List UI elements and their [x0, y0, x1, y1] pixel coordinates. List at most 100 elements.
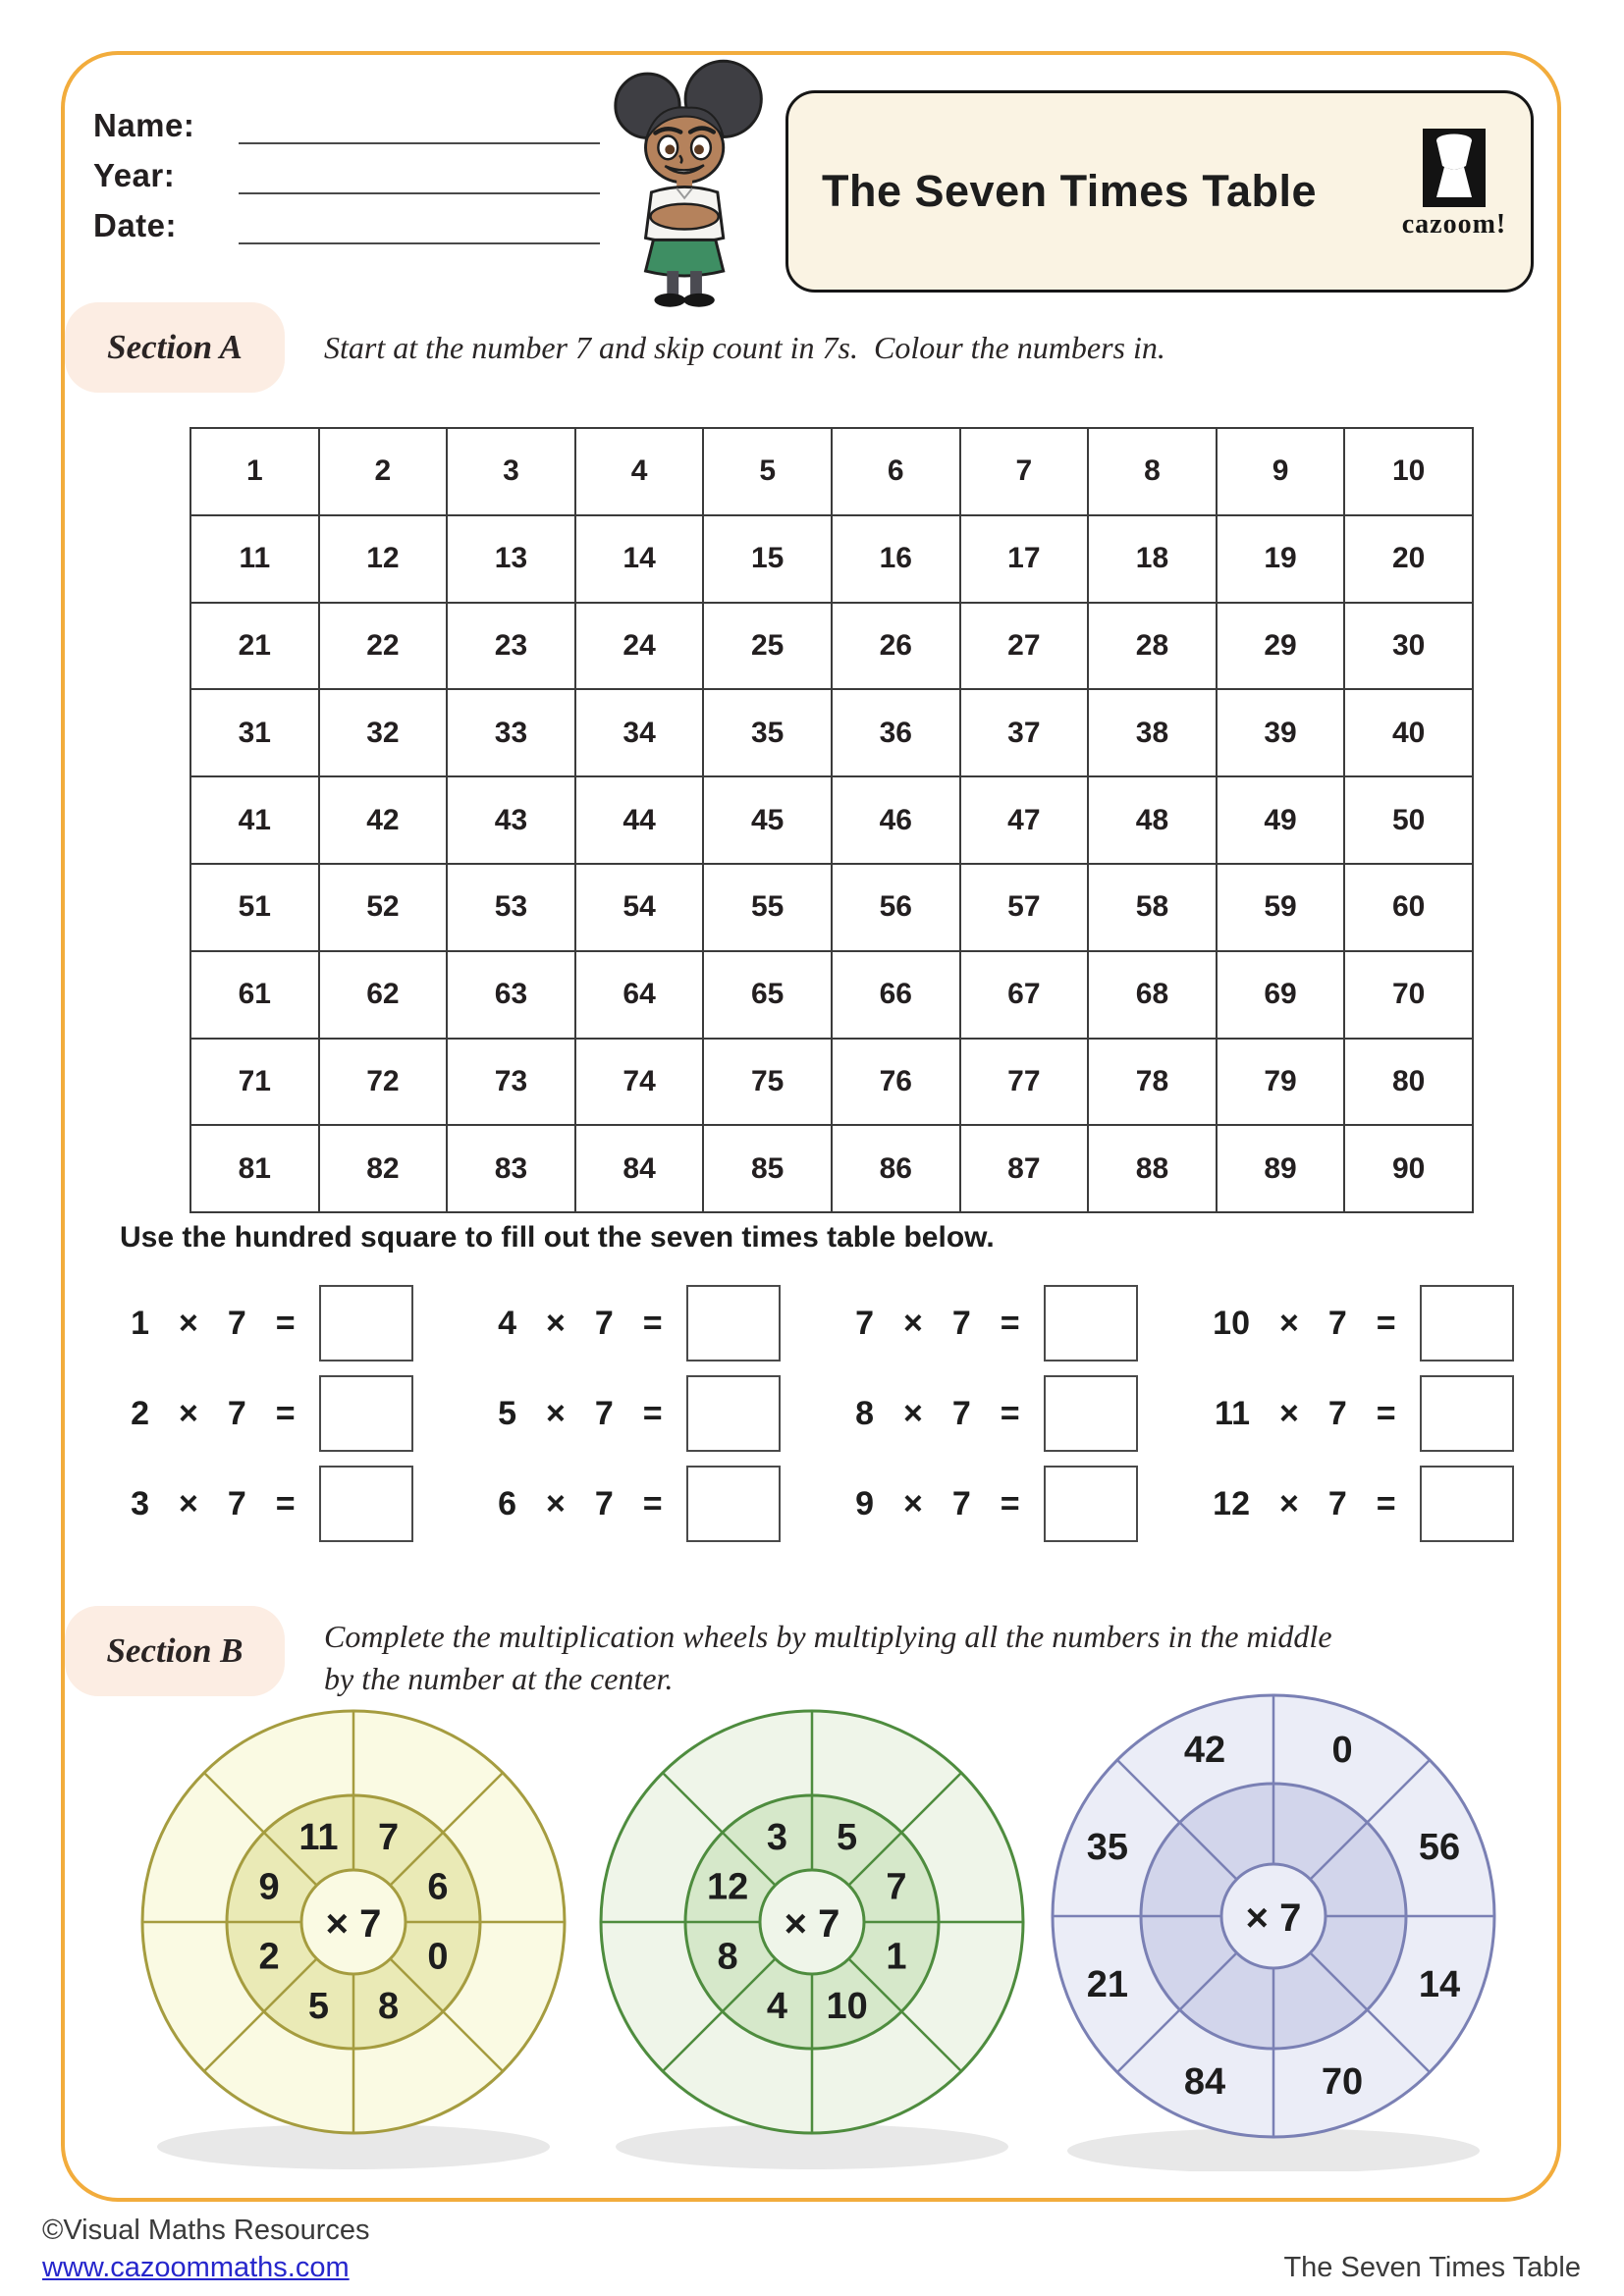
hundred-square-cell-63[interactable]: 63 [446, 949, 576, 1040]
hundred-square-cell-3[interactable]: 3 [446, 427, 576, 516]
hundred-square-cell-86[interactable]: 86 [830, 1124, 961, 1214]
name-input-line[interactable] [239, 105, 600, 144]
hundred-square-cell-32[interactable]: 32 [317, 688, 449, 778]
hundred-square-cell-72[interactable]: 72 [317, 1037, 449, 1127]
hundred-square-cell-74[interactable]: 74 [573, 1037, 705, 1127]
hundred-square-cell-58[interactable]: 58 [1087, 862, 1218, 952]
hundred-square-cell-55[interactable]: 55 [702, 862, 833, 952]
hundred-square-cell-38[interactable]: 38 [1087, 688, 1218, 778]
hundred-square-cell-65[interactable]: 65 [702, 949, 833, 1040]
hundred-square-cell-21[interactable]: 21 [189, 601, 320, 691]
hundred-square-cell-88[interactable]: 88 [1087, 1124, 1218, 1214]
fact-answer-box-5x7[interactable] [685, 1375, 781, 1452]
hundred-square-cell-7[interactable]: 7 [958, 427, 1090, 516]
hundred-square-cell-20[interactable]: 20 [1343, 513, 1474, 604]
hundred-square-cell-64[interactable]: 64 [573, 949, 705, 1040]
hundred-square-cell-53[interactable]: 53 [446, 862, 576, 952]
hundred-square-cell-46[interactable]: 46 [830, 775, 961, 865]
hundred-square-cell-35[interactable]: 35 [702, 688, 833, 778]
hundred-square-cell-8[interactable]: 8 [1087, 427, 1218, 516]
hundred-square-cell-4[interactable]: 4 [573, 427, 705, 516]
hundred-square-cell-52[interactable]: 52 [317, 862, 449, 952]
hundred-square-cell-18[interactable]: 18 [1087, 513, 1218, 604]
hundred-square-cell-10[interactable]: 10 [1343, 427, 1474, 516]
hundred-square-cell-59[interactable]: 59 [1215, 862, 1346, 952]
fact-answer-box-4x7[interactable] [685, 1285, 781, 1362]
hundred-square-cell-85[interactable]: 85 [702, 1124, 833, 1214]
hundred-square-cell-90[interactable]: 90 [1343, 1124, 1474, 1214]
hundred-square-cell-30[interactable]: 30 [1343, 601, 1474, 691]
hundred-square-cell-50[interactable]: 50 [1343, 775, 1474, 865]
hundred-square-cell-27[interactable]: 27 [958, 601, 1090, 691]
hundred-square-cell-69[interactable]: 69 [1215, 949, 1346, 1040]
hundred-square-cell-68[interactable]: 68 [1087, 949, 1218, 1040]
hundred-square-cell-56[interactable]: 56 [830, 862, 961, 952]
hundred-square-cell-80[interactable]: 80 [1343, 1037, 1474, 1127]
hundred-square-cell-41[interactable]: 41 [189, 775, 320, 865]
fact-answer-box-8x7[interactable] [1043, 1375, 1138, 1452]
hundred-square-cell-19[interactable]: 19 [1215, 513, 1346, 604]
hundred-square-cell-44[interactable]: 44 [573, 775, 705, 865]
fact-answer-box-6x7[interactable] [685, 1466, 781, 1542]
hundred-square-cell-6[interactable]: 6 [830, 427, 961, 516]
hundred-square-cell-2[interactable]: 2 [317, 427, 449, 516]
hundred-square-cell-66[interactable]: 66 [830, 949, 961, 1040]
hundred-square-cell-87[interactable]: 87 [958, 1124, 1090, 1214]
hundred-square-cell-51[interactable]: 51 [189, 862, 320, 952]
hundred-square-cell-42[interactable]: 42 [317, 775, 449, 865]
fact-answer-box-11x7[interactable] [1419, 1375, 1514, 1452]
hundred-square-cell-1[interactable]: 1 [189, 427, 320, 516]
fact-answer-box-9x7[interactable] [1043, 1466, 1138, 1542]
hundred-square-cell-61[interactable]: 61 [189, 949, 320, 1040]
hundred-square-cell-24[interactable]: 24 [573, 601, 705, 691]
hundred-square-cell-12[interactable]: 12 [317, 513, 449, 604]
date-input-line[interactable] [239, 205, 600, 244]
hundred-square-cell-43[interactable]: 43 [446, 775, 576, 865]
hundred-square-cell-28[interactable]: 28 [1087, 601, 1218, 691]
hundred-square-cell-89[interactable]: 89 [1215, 1124, 1346, 1214]
hundred-square-cell-36[interactable]: 36 [830, 688, 961, 778]
hundred-square-cell-48[interactable]: 48 [1087, 775, 1218, 865]
hundred-square-cell-49[interactable]: 49 [1215, 775, 1346, 865]
hundred-square-cell-17[interactable]: 17 [958, 513, 1090, 604]
hundred-square-cell-33[interactable]: 33 [446, 688, 576, 778]
fact-answer-box-12x7[interactable] [1419, 1466, 1514, 1542]
hundred-square-cell-23[interactable]: 23 [446, 601, 576, 691]
hundred-square-cell-37[interactable]: 37 [958, 688, 1090, 778]
hundred-square-cell-22[interactable]: 22 [317, 601, 449, 691]
hundred-square-cell-14[interactable]: 14 [573, 513, 705, 604]
hundred-square-cell-40[interactable]: 40 [1343, 688, 1474, 778]
hundred-square-cell-82[interactable]: 82 [317, 1124, 449, 1214]
hundred-square-cell-45[interactable]: 45 [702, 775, 833, 865]
hundred-square-cell-9[interactable]: 9 [1215, 427, 1346, 516]
fact-answer-box-10x7[interactable] [1419, 1285, 1514, 1362]
hundred-square-cell-84[interactable]: 84 [573, 1124, 705, 1214]
hundred-square-cell-11[interactable]: 11 [189, 513, 320, 604]
hundred-square-cell-39[interactable]: 39 [1215, 688, 1346, 778]
hundred-square-cell-62[interactable]: 62 [317, 949, 449, 1040]
hundred-square-cell-60[interactable]: 60 [1343, 862, 1474, 952]
footer-website-link[interactable]: www.cazoommaths.com [42, 2252, 350, 2283]
hundred-square-cell-83[interactable]: 83 [446, 1124, 576, 1214]
hundred-square-cell-81[interactable]: 81 [189, 1124, 320, 1214]
hundred-square-cell-54[interactable]: 54 [573, 862, 705, 952]
hundred-square-cell-31[interactable]: 31 [189, 688, 320, 778]
hundred-square-cell-47[interactable]: 47 [958, 775, 1090, 865]
hundred-square-cell-76[interactable]: 76 [830, 1037, 961, 1127]
hundred-square-cell-16[interactable]: 16 [830, 513, 961, 604]
hundred-square-cell-13[interactable]: 13 [446, 513, 576, 604]
year-input-line[interactable] [239, 155, 600, 194]
hundred-square-cell-26[interactable]: 26 [830, 601, 961, 691]
hundred-square-cell-57[interactable]: 57 [958, 862, 1090, 952]
hundred-square-cell-78[interactable]: 78 [1087, 1037, 1218, 1127]
hundred-square-cell-15[interactable]: 15 [702, 513, 833, 604]
hundred-square-cell-5[interactable]: 5 [702, 427, 833, 516]
fact-answer-box-1x7[interactable] [318, 1285, 413, 1362]
fact-answer-box-2x7[interactable] [318, 1375, 413, 1452]
hundred-square-cell-70[interactable]: 70 [1343, 949, 1474, 1040]
hundred-square-cell-77[interactable]: 77 [958, 1037, 1090, 1127]
hundred-square-cell-79[interactable]: 79 [1215, 1037, 1346, 1127]
hundred-square-cell-34[interactable]: 34 [573, 688, 705, 778]
hundred-square-cell-67[interactable]: 67 [958, 949, 1090, 1040]
hundred-square-cell-29[interactable]: 29 [1215, 601, 1346, 691]
